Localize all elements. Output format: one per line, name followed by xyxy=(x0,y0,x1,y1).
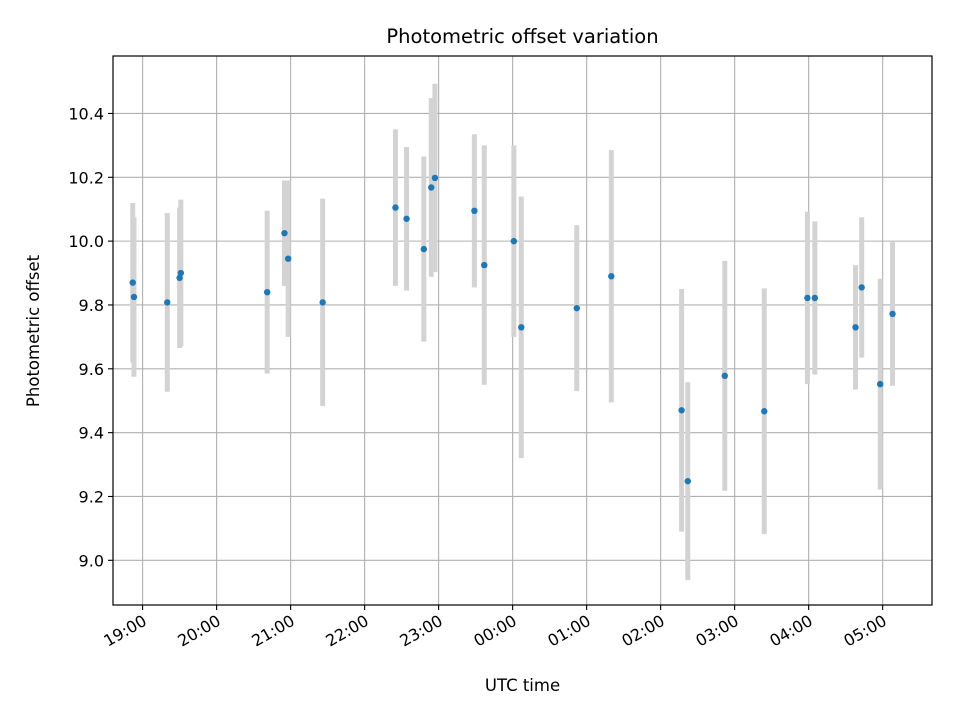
data-point xyxy=(471,207,478,215)
data-point xyxy=(518,324,525,331)
data-point xyxy=(608,273,615,280)
data-point xyxy=(420,245,428,253)
data-point xyxy=(811,294,819,302)
data-point xyxy=(678,407,685,414)
chart-title: Photometric offset variation xyxy=(386,25,658,48)
y-tick-label: 9.0 xyxy=(79,551,104,570)
data-point xyxy=(176,274,183,282)
data-point xyxy=(721,372,728,380)
y-tick-label: 10.0 xyxy=(68,232,104,251)
y-axis-label: Photometric offset xyxy=(24,254,43,407)
data-point xyxy=(284,255,292,262)
data-point xyxy=(481,261,488,269)
data-point xyxy=(281,229,288,237)
y-tick-label: 10.4 xyxy=(68,104,104,123)
y-axis-ticks: 9.0 9.2 9.4 9.6 9.8 10.0 10.2 10.4 xyxy=(68,104,113,570)
data-points xyxy=(129,174,896,485)
data-point xyxy=(761,408,768,415)
y-tick-label: 10.2 xyxy=(68,168,104,187)
data-point xyxy=(858,284,865,291)
data-point xyxy=(130,293,138,301)
y-tick-label: 9.2 xyxy=(79,487,104,506)
y-tick-label: 9.4 xyxy=(79,424,104,443)
data-point xyxy=(164,299,171,306)
data-point xyxy=(684,477,691,485)
data-point xyxy=(804,294,811,302)
data-point xyxy=(510,237,518,245)
data-point xyxy=(852,324,859,331)
data-point xyxy=(263,288,271,296)
data-point xyxy=(392,204,399,211)
data-point xyxy=(319,299,326,306)
data-point xyxy=(129,279,136,286)
y-tick-label: 9.6 xyxy=(79,360,104,379)
data-point xyxy=(573,304,580,312)
x-axis-label: UTC time xyxy=(485,676,560,695)
data-point xyxy=(428,184,435,191)
data-point xyxy=(177,269,185,277)
y-tick-label: 9.8 xyxy=(79,296,104,315)
data-point xyxy=(431,174,439,182)
data-point xyxy=(889,310,896,318)
data-point xyxy=(876,380,884,388)
data-point xyxy=(403,215,410,222)
plot-frame xyxy=(112,55,933,606)
